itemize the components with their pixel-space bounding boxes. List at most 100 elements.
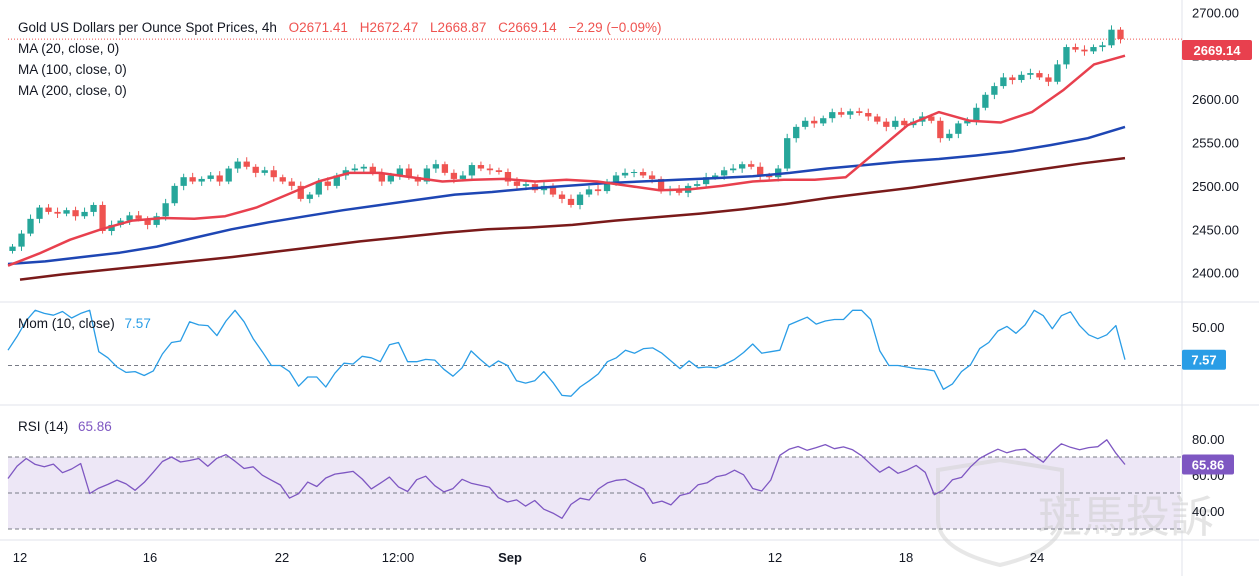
candle <box>549 183 557 198</box>
mom-axis-tick: 50.00 <box>1192 320 1225 335</box>
candle <box>441 161 449 176</box>
time-axis-tick: Sep <box>498 550 522 565</box>
price-axis-tick: 2400.00 <box>1192 266 1239 281</box>
candle <box>729 164 737 173</box>
candle <box>9 244 16 254</box>
candle <box>189 172 196 185</box>
candle <box>811 116 818 128</box>
candle <box>378 168 385 186</box>
candle <box>72 206 79 221</box>
candle <box>45 204 52 215</box>
time-axis-tick: 22 <box>275 550 289 565</box>
candle <box>81 207 88 219</box>
candle <box>693 180 701 189</box>
price-axis-tick: 2450.00 <box>1192 222 1239 237</box>
momentum-pane[interactable] <box>7 309 1182 397</box>
candle <box>784 133 791 172</box>
zebra-shield-icon <box>936 457 1064 568</box>
rsi-pane[interactable] <box>7 439 1182 530</box>
candle <box>838 107 845 118</box>
candle <box>793 124 800 143</box>
rsi-tag: 65.86 <box>1182 454 1234 475</box>
mom-tag: 7.57 <box>1182 349 1226 370</box>
candle <box>1081 45 1088 56</box>
candle <box>585 185 593 198</box>
candle <box>576 191 584 210</box>
candle <box>432 159 440 173</box>
candle <box>856 107 863 116</box>
ma200-label[interactable]: MA (200, close, 0) <box>18 83 127 98</box>
candle <box>279 174 286 185</box>
mom-label[interactable]: Mom (10, close) 7.57 <box>18 316 151 331</box>
time-axis-tick: 6 <box>639 550 646 565</box>
ma100-line[interactable] <box>7 125 1126 266</box>
candle <box>18 230 25 251</box>
candle <box>865 108 872 121</box>
ma20-line[interactable] <box>7 54 1126 267</box>
candle <box>90 202 97 217</box>
ma100-label[interactable]: MA (100, close, 0) <box>18 62 127 77</box>
candle <box>621 168 629 179</box>
candle <box>216 171 223 186</box>
candle <box>874 113 881 125</box>
candle <box>639 168 647 179</box>
svg-text:65.86: 65.86 <box>1192 457 1225 472</box>
candle <box>495 167 503 175</box>
price-axis-tick: 2600.00 <box>1192 92 1239 107</box>
candle <box>225 165 232 185</box>
candle <box>829 108 836 123</box>
time-axis-tick: 24 <box>1030 550 1044 565</box>
candle <box>396 165 404 180</box>
time-axis-tick: 12 <box>13 550 27 565</box>
candle <box>243 157 250 170</box>
candle <box>306 191 313 204</box>
candle <box>1054 60 1061 85</box>
rsi-line[interactable] <box>7 439 1126 519</box>
svg-text:2669.14: 2669.14 <box>1194 43 1242 58</box>
candle <box>594 185 602 196</box>
candle <box>1090 44 1097 54</box>
candle <box>982 92 989 111</box>
price-tag: 2669.14 <box>1182 40 1252 60</box>
candle <box>847 108 854 120</box>
candle <box>198 176 205 186</box>
candle <box>414 174 422 186</box>
rsi-axis-tick: 80.00 <box>1192 432 1225 447</box>
candle <box>180 173 187 191</box>
candle <box>261 166 268 176</box>
candle <box>1099 41 1106 52</box>
mom-line[interactable] <box>7 309 1126 397</box>
candle <box>423 165 431 185</box>
ma200-line[interactable] <box>19 156 1126 281</box>
candle <box>252 164 259 178</box>
candle <box>468 162 476 180</box>
time-axis-tick: 12 <box>768 550 782 565</box>
candle <box>558 191 566 204</box>
rsi-axis-tick: 40.00 <box>1192 504 1225 519</box>
candle <box>1027 68 1034 80</box>
candle <box>1108 25 1115 48</box>
candle <box>171 183 178 206</box>
rsi-label[interactable]: RSI (14) 65.86 <box>18 419 112 434</box>
candle <box>991 82 998 100</box>
time-axis-tick: 18 <box>899 550 913 565</box>
candle <box>955 120 962 139</box>
ma20-label[interactable]: MA (20, close, 0) <box>18 41 119 56</box>
candle <box>1018 71 1025 83</box>
candle <box>883 118 890 132</box>
candle <box>297 181 304 202</box>
candle <box>567 194 575 208</box>
candle <box>1063 44 1070 69</box>
candle <box>739 161 746 173</box>
candle <box>360 164 367 173</box>
candle <box>1000 73 1007 89</box>
candle <box>892 116 899 130</box>
watermark-text: 斑馬投訴 <box>1038 492 1214 543</box>
candle <box>108 220 115 236</box>
candle <box>757 162 764 180</box>
candle <box>288 178 295 191</box>
price-pane[interactable] <box>7 25 1182 281</box>
candle <box>964 117 971 127</box>
